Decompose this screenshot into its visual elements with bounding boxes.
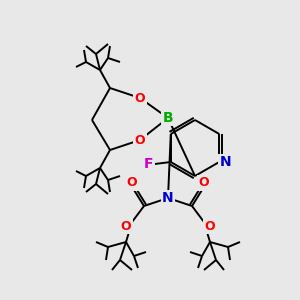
Text: N: N bbox=[162, 191, 174, 205]
Text: B: B bbox=[163, 111, 173, 125]
Text: O: O bbox=[135, 92, 145, 104]
Text: O: O bbox=[135, 134, 145, 146]
Text: O: O bbox=[205, 220, 215, 232]
Text: O: O bbox=[121, 220, 131, 232]
Text: F: F bbox=[144, 157, 154, 171]
Text: O: O bbox=[127, 176, 137, 190]
Text: N: N bbox=[219, 155, 231, 169]
Text: O: O bbox=[199, 176, 209, 190]
